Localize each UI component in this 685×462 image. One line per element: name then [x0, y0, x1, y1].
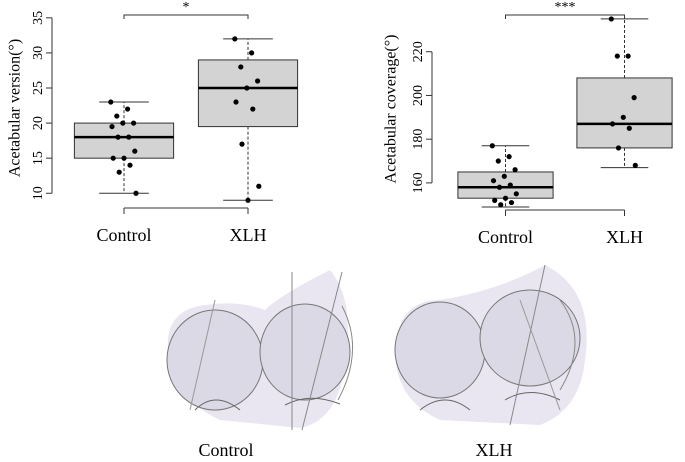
y-tick-label: 180: [411, 129, 426, 150]
y-tick-label: 220: [411, 41, 426, 62]
data-point: [120, 120, 126, 126]
data-point: [625, 53, 631, 59]
box: [576, 77, 673, 149]
data-point: [506, 154, 512, 160]
box: [197, 59, 299, 128]
data-point: [620, 114, 626, 120]
data-point: [109, 123, 115, 130]
x-tick-label: XLH: [230, 225, 267, 245]
data-point: [498, 202, 504, 208]
y-tick-label: 10: [31, 186, 46, 200]
data-point: [632, 162, 638, 169]
data-point: [609, 121, 616, 127]
data-point: [496, 184, 503, 190]
x-tick-label: Control: [96, 225, 151, 245]
data-point: [114, 113, 120, 119]
data-point: [501, 173, 507, 179]
figure-label: Control: [198, 440, 253, 460]
data-point: [626, 125, 632, 131]
data-point: [133, 190, 139, 196]
data-point: [615, 145, 622, 151]
y-tick-label: 30: [31, 46, 46, 60]
y-tick-label: 20: [31, 116, 46, 130]
data-point: [239, 141, 245, 147]
data-point: [110, 155, 116, 161]
figure-label: XLH: [476, 440, 513, 460]
data-point: [238, 64, 244, 70]
data-point: [233, 99, 239, 105]
data-point: [512, 167, 518, 173]
data-point: [490, 178, 497, 184]
y-tick-label: 35: [31, 11, 46, 25]
data-point: [631, 95, 637, 101]
data-point: [614, 53, 620, 59]
data-point: [255, 78, 261, 84]
box: [73, 122, 175, 159]
data-point: [250, 106, 256, 112]
data-point: [249, 50, 255, 56]
data-point: [121, 155, 127, 161]
data-point: [126, 134, 132, 140]
data-point: [232, 36, 238, 42]
x-tick-label: XLH: [606, 227, 643, 247]
y-tick-label: 160: [411, 172, 426, 193]
data-point: [513, 191, 519, 197]
data-point: [132, 148, 138, 154]
y-tick-label: 25: [31, 81, 46, 95]
data-point: [495, 158, 501, 164]
significance-label: *: [183, 0, 190, 15]
x-tick-label: Control: [478, 227, 533, 247]
y-tick-label: 15: [31, 151, 46, 165]
data-point: [492, 197, 498, 203]
significance-bracket: [123, 14, 249, 19]
significance-bracket: [505, 14, 625, 19]
femur-xlh: [394, 264, 587, 426]
data-point: [115, 134, 121, 140]
data-point: [608, 16, 614, 22]
data-point: [502, 195, 509, 201]
y-axis-label: Acetabular coverage(°): [383, 35, 400, 184]
data-point: [244, 85, 250, 91]
data-point: [245, 197, 251, 203]
data-point: [508, 199, 515, 206]
data-point: [131, 120, 137, 126]
y-axis-label: Acetabular version(°): [7, 39, 24, 177]
data-point: [507, 182, 513, 188]
data-point: [125, 106, 131, 112]
data-point: [489, 143, 495, 149]
y-tick-label: 200: [411, 85, 426, 106]
data-point: [116, 169, 122, 175]
data-point: [256, 183, 262, 189]
data-point: [108, 99, 114, 105]
significance-label: ***: [555, 0, 576, 15]
femur-control: [166, 270, 354, 431]
data-point: [127, 162, 133, 168]
